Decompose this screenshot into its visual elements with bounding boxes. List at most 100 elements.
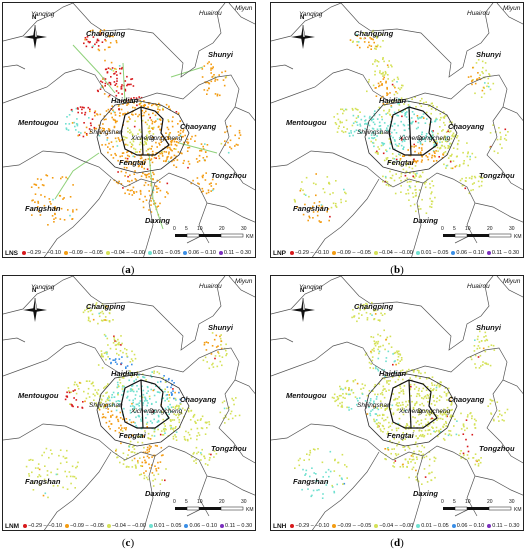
scale-tick: 30 <box>241 226 247 232</box>
legend-item: −0.29 – −0.10 <box>290 250 329 256</box>
place-label-yanqing: Yanqing <box>299 284 323 291</box>
legend-item: 0.11 – 0.30 <box>487 523 519 529</box>
scale-bar: 0 5 10 20 30 KM <box>439 498 522 516</box>
place-label-dongcheng: Dongcheng <box>149 135 183 142</box>
scale-bar: 0 5 10 20 30 KM <box>439 225 522 243</box>
place-label-xicheng: Xicheng <box>131 135 155 142</box>
compass-label: N <box>32 288 37 294</box>
place-label-miyun: Miyun <box>235 5 253 12</box>
place-label-fangshan: Fangshan <box>25 204 61 213</box>
place-label-fengtai: Fengtai <box>387 158 414 167</box>
legend-swatch <box>486 251 491 255</box>
place-label-xicheng: Xicheng <box>399 408 423 415</box>
district-boundaries <box>3 276 255 530</box>
legend-item-label: −0.04 – −0.00 <box>110 250 145 256</box>
scale-unit: KM <box>514 234 522 240</box>
legend-swatch <box>147 251 152 255</box>
legend-swatch <box>184 524 189 528</box>
place-label-mentougou: Mentougou <box>18 391 59 400</box>
legend-item-label: 0.06 – 0.10 <box>456 250 484 256</box>
panel-caption-letter: c <box>125 537 131 549</box>
legend-swatch <box>290 524 295 528</box>
place-label-chaoyang: Chaoyang <box>448 395 485 404</box>
place-label-daxing: Daxing <box>413 489 439 498</box>
legend-title: LNP <box>273 249 286 257</box>
panel-caption: (d) <box>390 537 404 549</box>
legend: LNP −0.29 – −0.10 −0.09 – −0.05 −0.04 – −0.… <box>273 248 523 257</box>
legend-item-label: 0.01 – 0.05 <box>421 523 449 529</box>
legend-item-label: 0.06 – 0.10 <box>188 250 216 256</box>
legend-item-label: −0.09 – −0.05 <box>337 523 372 529</box>
legend: LNM −0.29 – −0.10 −0.09 – −0.05 −0.04 – −0.… <box>5 521 255 530</box>
district-boundaries <box>3 3 255 257</box>
place-label-shijingshan: Shijingshan <box>89 402 123 409</box>
legend-item: 0.06 – 0.10 <box>451 523 485 529</box>
place-label-shijingshan: Shijingshan <box>89 129 123 136</box>
place-label-shunyi: Shunyi <box>208 323 234 332</box>
legend-item-label: −0.29 – −0.10 <box>28 523 63 529</box>
legend-item: 0.01 – 0.05 <box>415 250 448 256</box>
legend-item: −0.04 – −0.00 <box>105 250 145 256</box>
place-label-shijingshan: Shijingshan <box>357 129 391 136</box>
place-label-yanqing: Yanqing <box>31 11 55 18</box>
place-label-mentougou: Mentougou <box>286 118 327 127</box>
legend-swatch <box>451 524 456 528</box>
map-panel-b: N Yanqing Huairou Miyun Changping Shunyi Haidi… <box>270 2 524 258</box>
dot-cloud <box>25 302 241 499</box>
compass-label: N <box>32 15 37 21</box>
place-label-dongcheng: Dongcheng <box>417 408 451 415</box>
scale-tick: 0 <box>173 226 176 232</box>
place-label-yanqing: Yanqing <box>299 11 323 18</box>
place-label-fengtai: Fengtai <box>387 431 414 440</box>
scale-tick: 0 <box>441 226 444 232</box>
place-label-miyun: Miyun <box>235 278 253 285</box>
ring-road <box>364 373 458 447</box>
map-svg <box>271 3 523 257</box>
legend-swatch <box>332 524 337 528</box>
place-label-tongzhou: Tongzhou <box>479 171 515 180</box>
panel-caption: (b) <box>390 264 404 276</box>
legend-title: LNS <box>5 249 18 257</box>
legend-item-label: −0.09 – −0.05 <box>68 250 103 256</box>
legend-item: −0.29 – −0.10 <box>22 250 61 256</box>
legend-item: 0.11 – 0.30 <box>486 250 520 256</box>
place-label-shijingshan: Shijingshan <box>357 402 391 409</box>
legend-item: −0.04 – −0.00 <box>373 250 413 256</box>
legend-item-label: 0.06 – 0.10 <box>456 523 485 529</box>
scale-unit: KM <box>246 234 254 240</box>
place-label-fangshan: Fangshan <box>25 477 61 486</box>
place-label-daxing: Daxing <box>145 216 171 225</box>
place-label-shunyi: Shunyi <box>208 50 234 59</box>
scale-tick: 30 <box>241 499 247 505</box>
legend-item: −0.09 – −0.05 <box>65 523 104 529</box>
legend-item-label: 0.01 – 0.05 <box>152 250 181 256</box>
place-label-tongzhou: Tongzhou <box>211 171 247 180</box>
legend-item-label: 0.11 – 0.30 <box>491 250 520 256</box>
legend-swatch <box>451 251 456 255</box>
legend-item: −0.29 – −0.10 <box>23 523 62 529</box>
place-label-haidian: Haidian <box>379 369 407 378</box>
scale-tick: 10 <box>197 226 203 232</box>
scale-bar: 0 5 10 20 30 KM <box>171 498 254 516</box>
legend-swatch <box>183 251 188 255</box>
place-label-mentougou: Mentougou <box>18 118 59 127</box>
place-label-changping: Changping <box>354 29 394 38</box>
north-arrow-icon: N <box>21 288 49 324</box>
scale-tick: 20 <box>487 499 493 505</box>
place-label-dongcheng: Dongcheng <box>149 408 183 415</box>
legend-swatch <box>63 251 68 255</box>
map-panel-a: N Yanqing Huairou Miyun Changping Shunyi Haidi… <box>2 2 256 258</box>
legend-item: 0.01 – 0.05 <box>416 523 449 529</box>
place-label-huairou: Huairou <box>467 10 490 17</box>
legend-item: 0.11 – 0.30 <box>220 523 252 529</box>
legend-swatch <box>415 251 420 255</box>
legend-swatch <box>148 524 153 528</box>
scale-tick: 20 <box>219 226 225 232</box>
legend-item-label: 0.06 – 0.10 <box>189 523 218 529</box>
scale-unit: KM <box>514 507 522 513</box>
north-arrow-icon: N <box>21 15 49 51</box>
legend-item-label: 0.01 – 0.05 <box>153 523 182 529</box>
place-label-haidian: Haidian <box>111 369 139 378</box>
compass-label: N <box>300 15 305 21</box>
place-label-huairou: Huairou <box>199 283 222 290</box>
